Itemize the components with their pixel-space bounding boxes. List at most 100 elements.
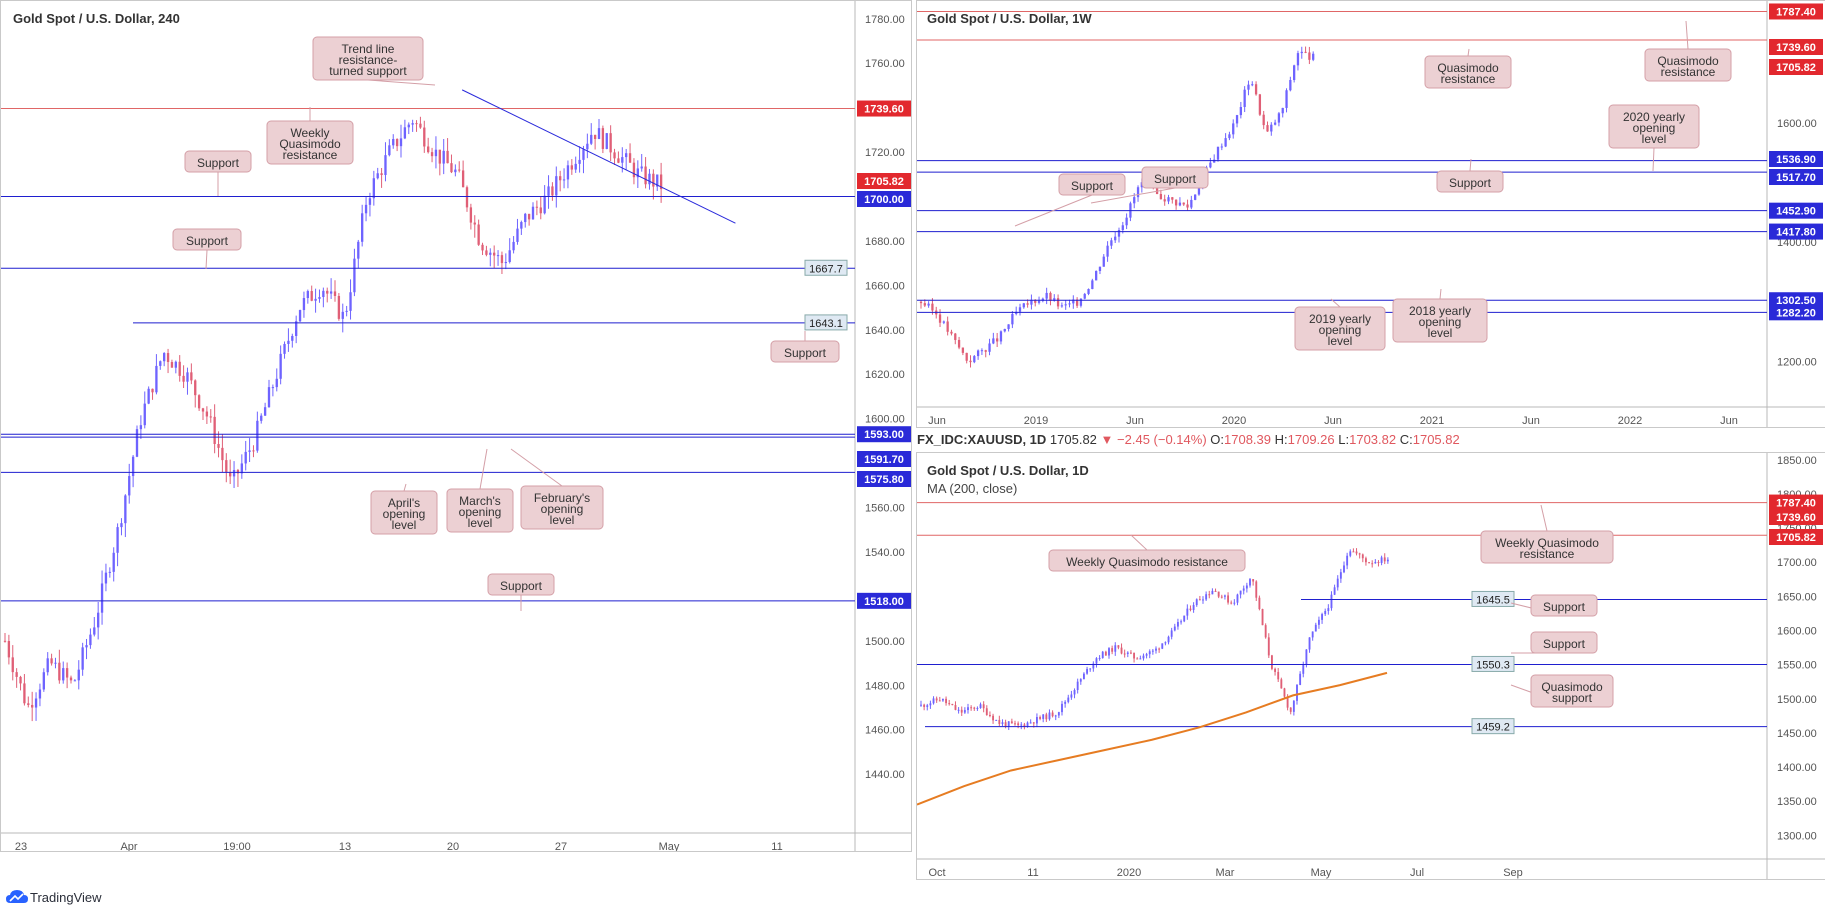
candle-body (7, 641, 11, 658)
level-price-badge (1769, 223, 1823, 240)
candle-body (108, 571, 111, 573)
weekly-chart-canvas[interactable]: 1200.00 1400.00 1600.00 Jun 2019 Jun 2020 Jun 20… (917, 1, 1825, 427)
candle-body (1182, 202, 1185, 205)
candle-body (1057, 712, 1060, 716)
candle-body (229, 472, 232, 477)
candle-body (1258, 94, 1262, 115)
candle-body (1164, 642, 1167, 644)
symbol-name: FX_IDC:XAUUSD, 1D (917, 432, 1047, 447)
time-tick-label: May (659, 841, 680, 851)
level-price-badge (857, 191, 911, 207)
callout-box (1480, 530, 1614, 564)
candle-body (3, 640, 7, 642)
weekly-chart-panel[interactable]: 1200.00 1400.00 1600.00 Jun 2019 Jun 2020 Jun 20… (916, 0, 1825, 428)
candle-body (586, 143, 589, 150)
h4-chart-canvas[interactable]: 1440.001460.001480.001500.001520.001540.… (1, 1, 911, 851)
level-price-label: 1536.90 (1776, 154, 1816, 166)
candle-body (950, 331, 953, 334)
candle-body (1068, 303, 1071, 305)
candle-body (1133, 197, 1136, 204)
open-label: O: (1210, 432, 1225, 447)
candle-body (1377, 562, 1380, 564)
candle-body (186, 372, 189, 382)
daily-chart-canvas[interactable]: 1300.00 1350.00 1400.00 1450.00 1500.00 1550.… (917, 453, 1825, 879)
candle-body (1274, 668, 1277, 672)
candle-body (1095, 271, 1098, 281)
callout-box (370, 490, 438, 535)
candle-body (1333, 587, 1336, 595)
callout-text: level (550, 513, 575, 527)
candle-body (1267, 637, 1270, 656)
candle-body (345, 310, 348, 312)
candle-body (489, 252, 492, 255)
callout-text: turned support (329, 64, 407, 78)
callout-pointer (1130, 534, 1148, 551)
candle-body (190, 372, 193, 381)
candle-body (166, 353, 170, 363)
candle-body (946, 321, 949, 332)
callout-pointer (205, 249, 208, 270)
candle-body (1018, 307, 1022, 312)
callout-box (1294, 306, 1386, 351)
candle-body (1293, 65, 1296, 80)
candle-body (1304, 51, 1307, 53)
candle-body (89, 634, 92, 646)
candle-body (1072, 299, 1075, 304)
candle-body (1056, 298, 1060, 307)
candle-body (1029, 722, 1032, 724)
candle-body (1045, 292, 1048, 299)
candle-body (1095, 658, 1098, 664)
level-price-label: 1417.80 (1776, 227, 1816, 239)
candle-body (310, 291, 313, 301)
open-value: 1708.39 (1224, 432, 1272, 447)
candle-body (1125, 217, 1128, 226)
candle-body (613, 152, 616, 159)
level-price-badge (804, 259, 848, 276)
candle-body (1034, 299, 1037, 303)
candle-body (271, 387, 275, 389)
candle-body (485, 250, 488, 255)
candle-body (1067, 697, 1070, 702)
callout-text: 2019 yearly (1309, 312, 1371, 326)
daily-chart-panel[interactable]: 1300.00 1350.00 1400.00 1450.00 1500.00 1550.… (916, 452, 1825, 880)
candle-body (929, 703, 932, 706)
candle-body (1151, 650, 1154, 652)
level-price-label: 1593.00 (864, 429, 904, 441)
candle-body (1092, 663, 1095, 669)
candle-body (1139, 658, 1142, 660)
candle-body (1277, 113, 1281, 123)
callout-pointer (1330, 298, 1341, 308)
candle-body (1026, 722, 1029, 727)
level-price-badge (1769, 292, 1823, 309)
callout-box (266, 120, 354, 165)
candle-body (341, 311, 344, 319)
level-price-label: 1700.00 (864, 194, 904, 206)
candle-body (1270, 655, 1273, 669)
h4-chart-title: Gold Spot / U.S. Dollar, 240 (13, 11, 180, 26)
candle-body (543, 195, 546, 214)
candle-body (31, 704, 34, 708)
candle-body (1364, 558, 1367, 563)
candle-body (1004, 722, 1007, 727)
candle-body (1216, 146, 1220, 160)
candle-body (1104, 651, 1107, 656)
candle-body (1007, 324, 1010, 329)
candle-body (357, 241, 360, 259)
candle-body (322, 290, 325, 298)
tradingview-brand[interactable]: TradingView (30, 890, 102, 905)
level-price-badge (857, 173, 911, 189)
candle-body (1108, 648, 1110, 656)
candle-body (1106, 245, 1109, 257)
candle-body (1223, 595, 1226, 597)
h4-chart-panel[interactable]: 1440.001460.001480.001500.001520.001540.… (0, 0, 912, 852)
trendline (461, 89, 736, 224)
callout-text: resistance (1520, 547, 1575, 561)
price-tick-label: 1440.00 (865, 769, 905, 781)
candle-body (430, 152, 434, 157)
annotation-callout: Support (770, 331, 840, 363)
candle-body (1148, 651, 1151, 655)
candle-body (1308, 52, 1311, 60)
level-price-badge (1769, 202, 1823, 219)
candle-body (1386, 559, 1389, 562)
